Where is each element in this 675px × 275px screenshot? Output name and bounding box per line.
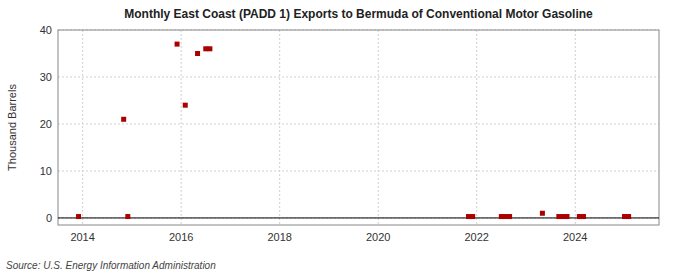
- points: [76, 42, 631, 219]
- point: [581, 214, 586, 219]
- y-grid-line: [58, 170, 659, 171]
- chart: 0 10 20 30 40 2014 2016 2018 2020 2022 2024 Monthly…: [0, 0, 675, 275]
- x-grid-line: [575, 30, 576, 225]
- title: Monthly East Coast (PADD 1) Exports to B…: [124, 7, 593, 21]
- point: [540, 211, 545, 216]
- y-axis-label: Thousand Barrels: [6, 84, 18, 171]
- point: [76, 214, 81, 219]
- point: [207, 46, 212, 51]
- x-tick-label: 2022: [464, 231, 488, 243]
- point: [195, 51, 200, 56]
- point: [565, 214, 570, 219]
- x-tick-label: 2014: [70, 231, 94, 243]
- x-grid-line: [181, 30, 182, 225]
- y-grid-line: [58, 123, 659, 124]
- x-tick-label: 2018: [267, 231, 291, 243]
- x-grid-line: [82, 30, 83, 225]
- source-note: Source: U.S. Energy Information Administ…: [6, 260, 216, 271]
- x-tick-label: 2024: [563, 231, 587, 243]
- point: [470, 214, 475, 219]
- point: [121, 117, 126, 122]
- y-tick-label: 40: [40, 24, 52, 36]
- y-grid-line: [58, 76, 659, 77]
- x-tick-label: 2020: [366, 231, 390, 243]
- point: [125, 214, 130, 219]
- y-tick-label: 20: [40, 118, 52, 130]
- point: [183, 103, 188, 108]
- x-grid-line: [378, 30, 379, 225]
- x-grid-line: [279, 30, 280, 225]
- y-tick-label: 10: [40, 165, 52, 177]
- point: [626, 214, 631, 219]
- x-tick-label: 2016: [169, 231, 193, 243]
- x-grid-line: [476, 30, 477, 225]
- y-tick-label: 0: [46, 212, 52, 224]
- plot-frame: [58, 30, 659, 225]
- point: [175, 42, 180, 47]
- point: [507, 214, 512, 219]
- grid: [58, 30, 659, 225]
- y-tick-label: 30: [40, 71, 52, 83]
